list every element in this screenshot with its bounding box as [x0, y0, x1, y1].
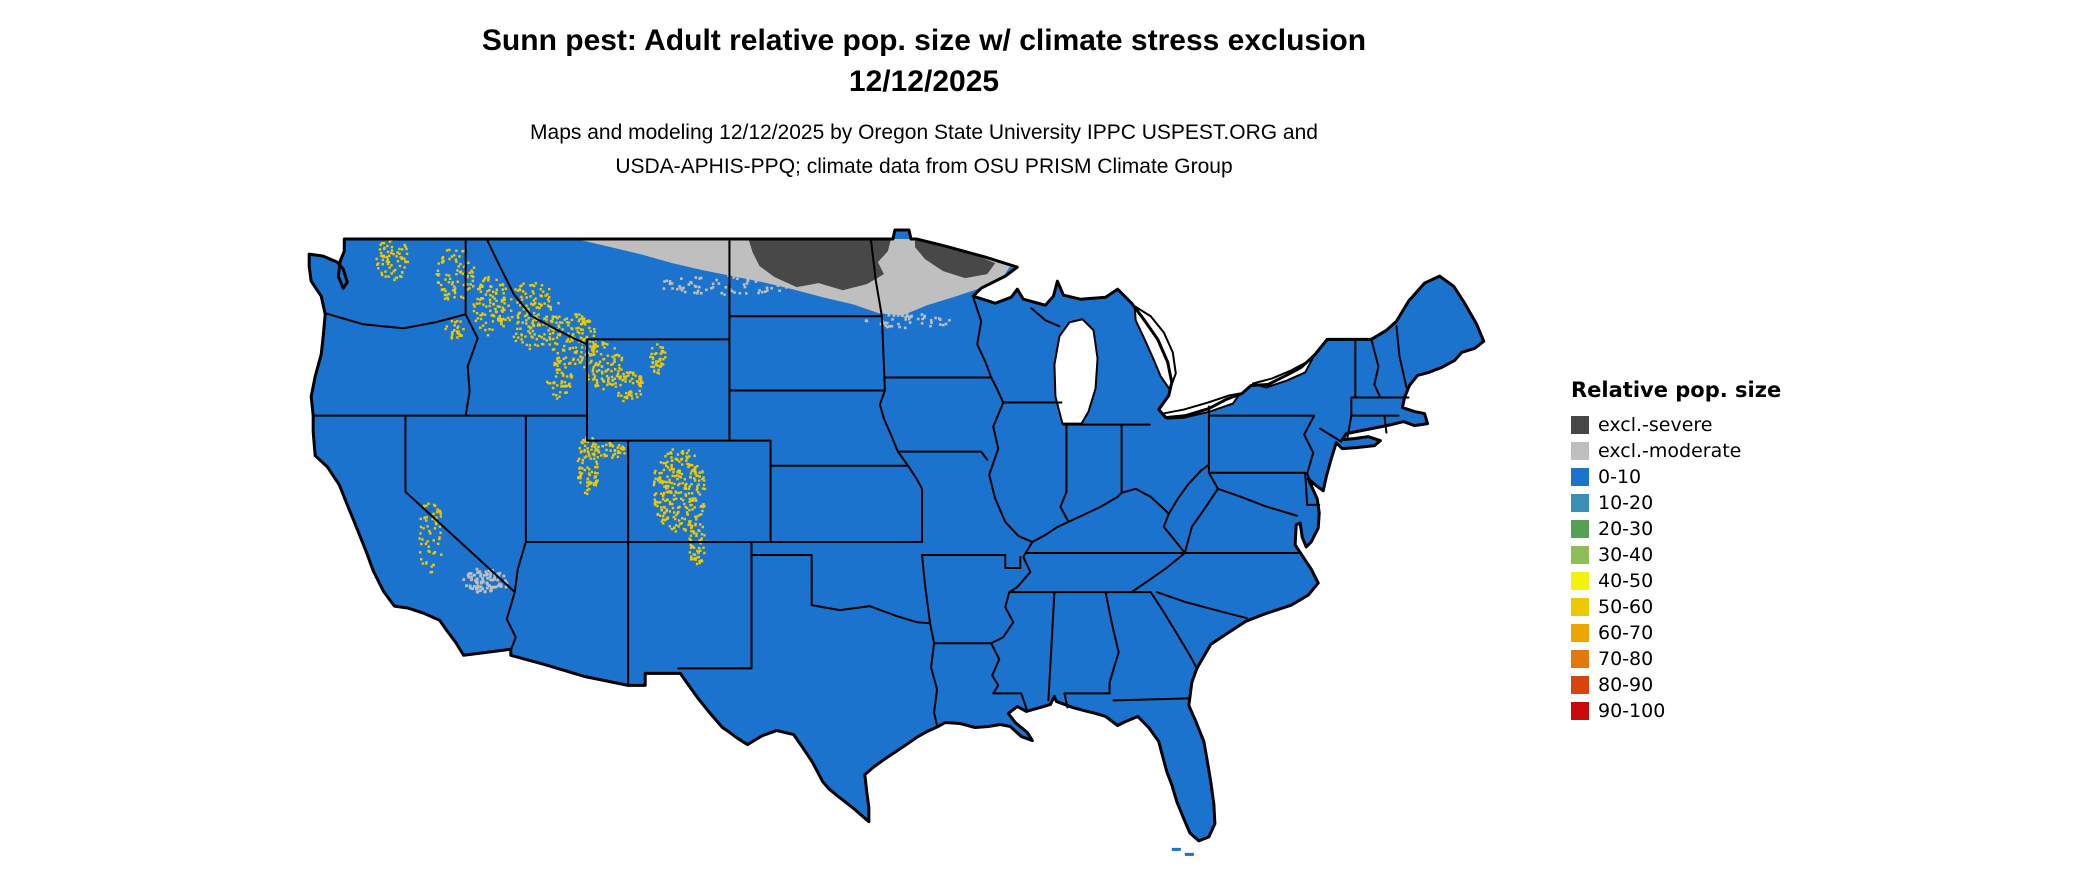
legend-title: Relative pop. size: [1571, 378, 1782, 402]
map-subtitle: Maps and modeling 12/12/2025 by Oregon S…: [324, 116, 1524, 184]
lake-michigan: [1053, 318, 1099, 425]
map-title-date: 12/12/2025: [848, 65, 1000, 98]
florida-keys-islet: [1171, 847, 1181, 851]
legend-item-label: 10-20: [1598, 492, 1654, 514]
lake-erie: [1161, 392, 1241, 420]
legend-item-label: 90-100: [1598, 700, 1666, 722]
legend-item: 20-30: [1571, 516, 1781, 542]
legend-item: 40-50: [1571, 568, 1781, 594]
legend-item: 0-10: [1571, 464, 1781, 490]
legend-item-label: 20-30: [1598, 518, 1654, 540]
map-subtitle-line2: USDA-APHIS-PPQ; climate data from OSU PR…: [615, 155, 1233, 178]
legend-swatch: [1571, 598, 1589, 616]
legend-items: excl.-severe excl.-moderate 0-10 10-20 2…: [1571, 412, 1781, 724]
legend-item: excl.-moderate: [1571, 438, 1781, 464]
legend-item-label: 0-10: [1598, 466, 1642, 488]
legend-item-label: 50-60: [1598, 596, 1654, 618]
great-lakes: [1053, 305, 1315, 425]
legend-swatch: [1571, 546, 1589, 564]
legend-item-label: 80-90: [1598, 674, 1654, 696]
state-borders-plains: [677, 238, 1022, 727]
climate-exclusion-regions: [575, 239, 1011, 316]
legend-item: 90-100: [1571, 698, 1781, 724]
excl-severe-region-minnesota: [915, 240, 996, 279]
legend-item-label: 30-40: [1598, 544, 1654, 566]
legend-swatch: [1571, 702, 1589, 720]
legend-swatch: [1571, 650, 1589, 668]
map-title: Sunn pest: Adult relative pop. size w/ c…: [324, 20, 1524, 102]
us-landmass: [309, 230, 1484, 841]
state-borders-west: [312, 238, 924, 687]
legend-item: excl.-severe: [1571, 412, 1781, 438]
excl-severe-region-west: [748, 239, 891, 291]
legend-item-label: 60-70: [1598, 622, 1654, 644]
us-map: [307, 228, 1486, 856]
legend-swatch: [1571, 494, 1589, 512]
legend-swatch: [1571, 520, 1589, 538]
legend: Relative pop. size excl.-severe excl.-mo…: [1571, 378, 1781, 724]
state-borders-midwest: [972, 296, 1210, 543]
legend-item: 30-40: [1571, 542, 1781, 568]
map-title-line1: Sunn pest: Adult relative pop. size w/ c…: [481, 24, 1367, 57]
state-borders-south: [933, 512, 1303, 713]
legend-item: 60-70: [1571, 620, 1781, 646]
legend-item: 10-20: [1571, 490, 1781, 516]
legend-item-label: excl.-severe: [1598, 414, 1713, 436]
florida-keys: [1171, 847, 1194, 856]
legend-swatch: [1571, 676, 1589, 694]
legend-item: 80-90: [1571, 672, 1781, 698]
state-borders-northeast: [1183, 325, 1410, 554]
legend-item-label: 70-80: [1598, 648, 1654, 670]
legend-swatch: [1571, 442, 1589, 460]
legend-swatch: [1571, 416, 1589, 434]
legend-swatch: [1571, 624, 1589, 642]
legend-item: 70-80: [1571, 646, 1781, 672]
legend-item-label: 40-50: [1598, 570, 1654, 592]
legend-item-label: excl.-moderate: [1598, 440, 1742, 462]
florida-keys-islet: [1184, 852, 1194, 856]
map-subtitle-line1: Maps and modeling 12/12/2025 by Oregon S…: [530, 121, 1318, 144]
us-map-container: [303, 226, 1527, 890]
legend-swatch: [1571, 572, 1589, 590]
legend-swatch: [1571, 468, 1589, 486]
legend-item: 50-60: [1571, 594, 1781, 620]
state-borders: [312, 238, 1410, 727]
